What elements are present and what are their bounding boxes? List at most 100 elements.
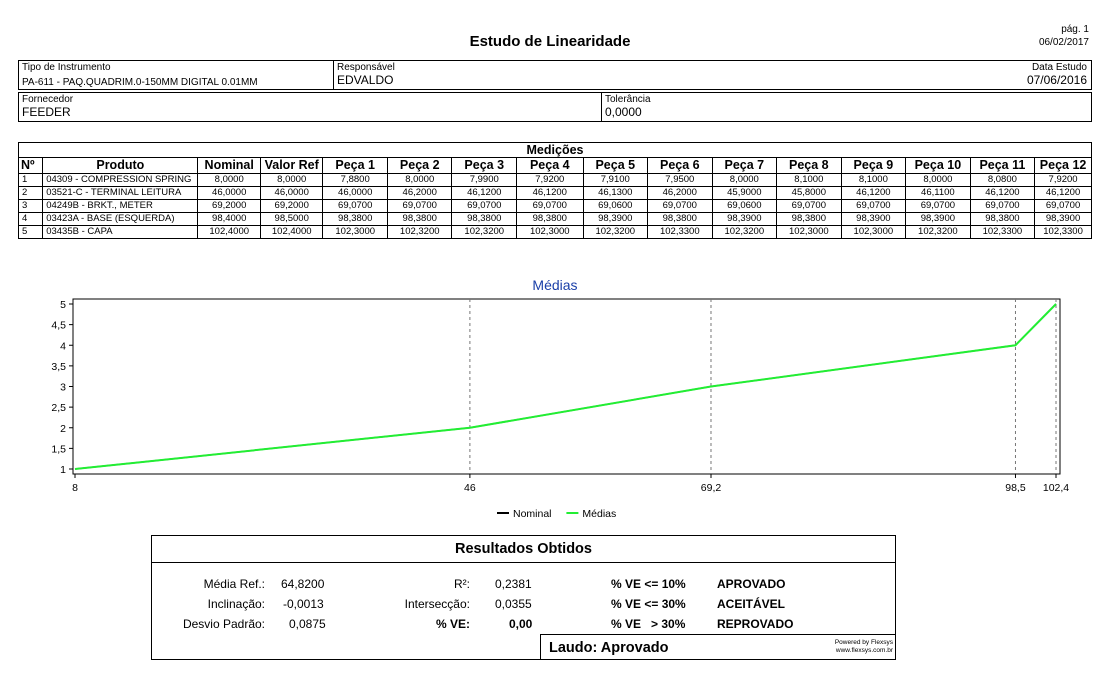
column-header: Peça 1	[322, 157, 388, 174]
table-cell: 98,3900	[582, 212, 649, 226]
chart-title: Médias	[532, 277, 577, 293]
table-cell: 46,1100	[905, 186, 971, 200]
y-tick-label: 1,5	[51, 443, 66, 455]
table-cell: 46,2000	[386, 186, 453, 200]
y-tick-label: 1	[60, 464, 66, 476]
table-cell: 69,0700	[1034, 199, 1092, 213]
column-header: Peça 11	[969, 157, 1036, 174]
table-cell: 98,3800	[451, 212, 517, 226]
fornecedor-cell: Fornecedor FEEDER	[19, 93, 602, 121]
table-cell: 69,2000	[259, 199, 324, 213]
column-header: Peça 5	[582, 157, 649, 174]
table-cell: 102,3300	[647, 225, 713, 239]
tipo-value: PA-611 - PAQ.QUADRIM.0-150MM DIGITAL 0.0…	[22, 77, 258, 88]
table-cell: 8,0000	[197, 173, 261, 187]
data-estudo-cell: Data Estudo 07/06/2016	[1027, 62, 1087, 87]
table-cell: 98,3800	[647, 212, 713, 226]
powered-by-site: www.flexsys.com.br	[835, 647, 893, 654]
r2-value: 0,2381	[495, 577, 532, 591]
column-header: Nº	[17, 157, 44, 174]
table-cell: 98,3800	[776, 212, 842, 226]
table-cell: 102,3200	[582, 225, 649, 239]
responsavel-label: Responsável	[337, 62, 395, 73]
inclinacao-value: -0,0013	[283, 597, 324, 611]
criterio-1: % VE <= 10%	[611, 577, 686, 591]
intersec-label: Intersecção:	[404, 597, 470, 611]
table-cell: 69,0600	[582, 199, 649, 213]
data-estudo-value: 07/06/2016	[1026, 73, 1087, 87]
column-header: Peça 4	[516, 157, 584, 174]
column-header: Peça 7	[711, 157, 778, 174]
table-cell: 69,0700	[776, 199, 842, 213]
laudo-text: Laudo: Aprovado	[549, 640, 669, 656]
media-ref-label: Média Ref.:	[203, 577, 265, 591]
r2-label: R²:	[454, 577, 470, 591]
table-cell: 8,0800	[969, 173, 1036, 187]
column-header: Peça 3	[451, 157, 517, 174]
table-cell: 8,0000	[711, 173, 778, 187]
table-cell: 8,0000	[386, 173, 453, 187]
table-cell: 98,3800	[322, 212, 388, 226]
y-tick-label: 4,5	[51, 320, 66, 332]
resultados-panel: Resultados Obtidos Média Ref.: 64,8200 I…	[151, 535, 896, 660]
column-header: Peça 9	[840, 157, 907, 174]
info-row-2: Fornecedor FEEDER Tolerância 0,0000	[18, 92, 1092, 122]
criterio-2: % VE <= 30%	[611, 597, 686, 611]
ve-value: 0,00	[509, 617, 533, 631]
table-cell: 98,4000	[197, 212, 261, 226]
column-header: Peça 8	[776, 157, 842, 174]
table-cell: 69,0700	[840, 199, 907, 213]
criterio-1-result: APROVADO	[717, 577, 786, 591]
table-cell: 8,0000	[905, 173, 971, 187]
powered-by: Powered by Flexsys www.flexsys.com.br	[835, 639, 893, 655]
table-cell: 102,3200	[905, 225, 971, 239]
table-cell: 46,1200	[451, 186, 517, 200]
table-cell: 102,3300	[1034, 225, 1092, 239]
laudo-box: Laudo: Aprovado Powered by Flexsys www.f…	[540, 634, 896, 660]
tipo-instrumento-cell: Tipo de Instrumento PA-611 - PAQ.QUADRIM…	[19, 61, 334, 89]
table-cell: 69,0700	[647, 199, 713, 213]
table-cell: 98,3900	[711, 212, 778, 226]
table-cell: 8,1000	[776, 173, 842, 187]
table-cell: 69,0700	[386, 199, 453, 213]
table-cell: 102,3000	[516, 225, 584, 239]
table-cell: 03435B - CAPA	[42, 225, 199, 239]
y-tick-label: 4	[60, 340, 66, 352]
table-cell: 7,9500	[647, 173, 713, 187]
page-title: Estudo de Linearidade	[469, 33, 631, 50]
info-row-1: Tipo de Instrumento PA-611 - PAQ.QUADRIM…	[18, 60, 1092, 90]
table-cell: 69,0700	[969, 199, 1036, 213]
table-cell: 69,2000	[197, 199, 261, 213]
table-cell: 8,1000	[840, 173, 907, 187]
table-cell: 102,3300	[969, 225, 1036, 239]
table-cell: 45,8000	[776, 186, 842, 200]
column-header: Peça 10	[905, 157, 971, 174]
x-tick-label: 98,5	[1005, 482, 1026, 494]
x-tick-label: 69,2	[701, 482, 722, 494]
table-cell: 7,9100	[582, 173, 649, 187]
table-cell: 69,0700	[516, 199, 584, 213]
table-cell: 98,3800	[969, 212, 1036, 226]
criterio-3: % VE > 30%	[611, 617, 686, 631]
table-cell: 102,3200	[451, 225, 517, 239]
table-cell: 98,5000	[259, 212, 324, 226]
x-tick-label: 46	[464, 482, 476, 494]
y-tick-label: 3	[60, 382, 66, 394]
column-header: Peça 6	[647, 157, 713, 174]
medicoes-caption: Medições	[18, 142, 1092, 158]
table-cell: 102,3200	[386, 225, 453, 239]
table-row: 4 03423A - BASE (ESQUERDA) 98,4000 98,5000 9…	[17, 212, 1092, 226]
table-cell: 102,4000	[197, 225, 261, 239]
table-cell: 03423A - BASE (ESQUERDA)	[42, 212, 199, 226]
medicoes-table: Medições Nº Produto Nominal Valor Ref Peça 1…	[17, 142, 1092, 239]
series-line-médias	[74, 303, 1057, 470]
table-cell: 7,9900	[451, 173, 517, 187]
criterio-3-result: REPROVADO	[717, 617, 794, 631]
tipo-label: Tipo de Instrumento	[22, 62, 111, 73]
legend-label: Médias	[582, 508, 616, 520]
table-cell: 7,9200	[516, 173, 584, 187]
tolerancia-cell: Tolerância 0,0000	[602, 93, 1091, 121]
table-cell: 46,2000	[647, 186, 713, 200]
media-ref-value: 64,8200	[281, 577, 325, 591]
tolerancia-value: 0,0000	[605, 105, 642, 119]
